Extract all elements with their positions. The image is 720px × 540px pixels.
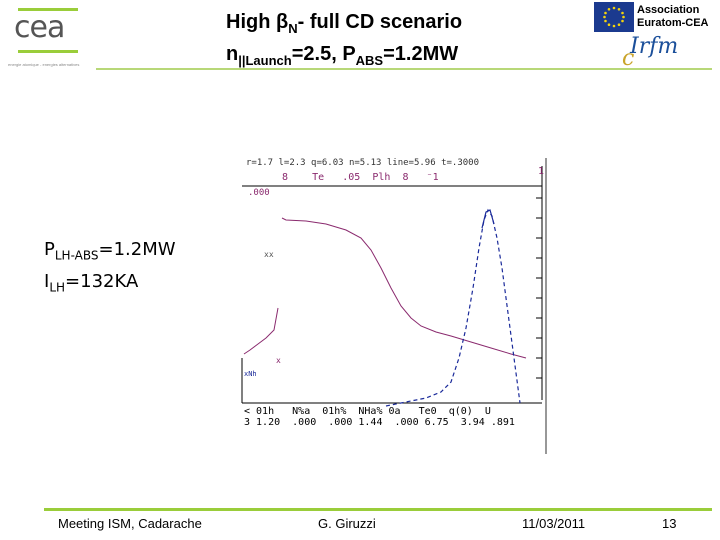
header-rule (96, 68, 712, 70)
plot-bottom-row-2: 3 1.20 .000 .000 1.44 .000 6.75 3.94 .89… (244, 417, 515, 428)
footer-author: G. Giruzzi (318, 516, 376, 531)
title-line-1: High βN- full CD scenario (226, 11, 463, 36)
plh-curve-peak (481, 209, 495, 229)
footer-meeting: Meeting ISM, Cadarache (58, 516, 202, 531)
plot-top-header: r=1.7 l=2.3 q=6.03 n=5.13 line=5.96 t=.3… (246, 158, 479, 168)
cea-logo: cea energie atomique - energies alternat… (8, 4, 96, 70)
plh-curve (385, 208, 521, 407)
plh-abs-line: PLH-ABS=1.2MW (44, 239, 176, 263)
footer-date: 11/03/2011 (522, 516, 586, 531)
ilh-line: ILH=132KA (44, 270, 139, 295)
title-line-2: n||Launch=2.5, PABS=1.2MW (226, 43, 459, 68)
logo-bar (18, 50, 78, 53)
irfm-logo: c Irfm (622, 34, 679, 71)
profile-plot: r=1.7 l=2.3 q=6.03 n=5.13 line=5.96 t=.3… (236, 158, 558, 454)
plot-left-mark: xNh (244, 370, 257, 378)
slide-title: High βN- full CD scenario n||Launch=2.5,… (226, 10, 556, 74)
plot-bottom-row-1: < 01h N%a 01h% NHa% 0a Te0 q(0) U (244, 406, 491, 417)
te-curve (281, 217, 527, 359)
right-axis-ticks (536, 197, 542, 379)
page-number: 13 (662, 516, 677, 531)
footer-rule (44, 508, 712, 511)
association-label: Association Euratom-CEA (637, 4, 709, 29)
te-curve-left (243, 307, 279, 355)
lh-parameters: PLH-ABS=1.2MW ILH=132KA (44, 237, 176, 300)
eu-flag-icon (594, 2, 634, 32)
plot-left-mark: x (276, 356, 281, 365)
plot-y-tick-top: .000 (248, 188, 270, 198)
logo-tagline: energie atomique - energies alternatives (8, 62, 80, 67)
logo-wordmark: cea (14, 10, 65, 45)
plot-right-mark: 1 (538, 166, 545, 177)
plot-left-mark: xx (264, 250, 274, 259)
logo-bar (18, 8, 78, 11)
plot-header-row: 8 Te .05 Plh 8 ⁻1 (282, 172, 439, 183)
